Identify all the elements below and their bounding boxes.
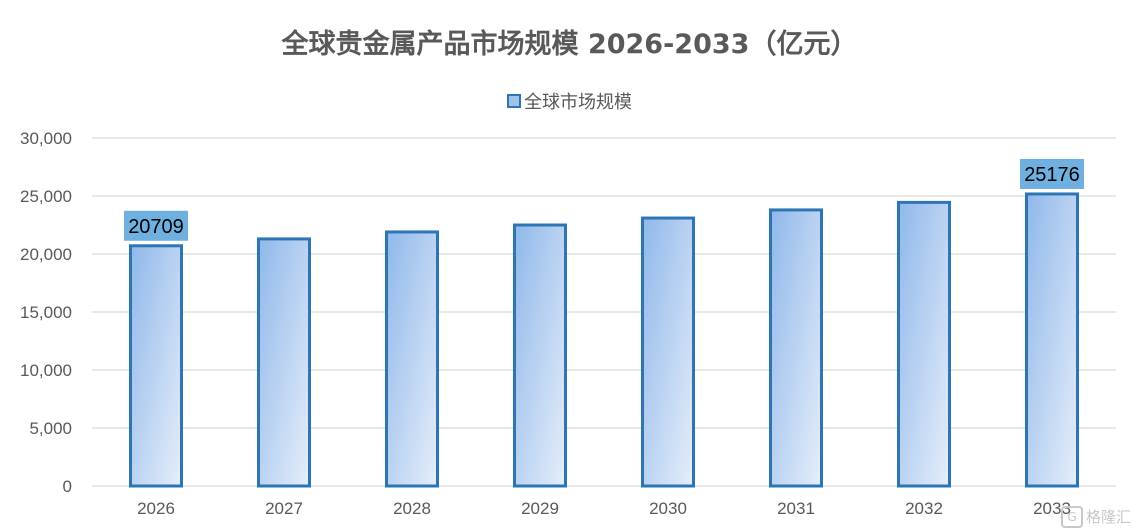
data-labels: 20709 25176: [124, 158, 1084, 241]
bar-2027: [257, 237, 311, 488]
bar-2029: [513, 223, 567, 488]
watermark-text: 格隆汇: [1085, 507, 1131, 526]
x-tick-label: 2032: [905, 499, 943, 518]
y-tick-label: 10,000: [20, 361, 72, 380]
legend-swatch: [507, 94, 521, 108]
bar-2030: [641, 216, 695, 488]
x-tick-label: 2027: [265, 499, 303, 518]
x-tick-label: 2029: [521, 499, 559, 518]
bar-2026: [129, 244, 183, 488]
bar-2028: [385, 230, 439, 488]
y-axis-ticks: 0 5,000 10,000 15,000 20,000 25,000 30,000: [20, 129, 72, 496]
y-tick-label: 0: [63, 477, 72, 496]
x-tick-label: 2031: [777, 499, 815, 518]
x-tick-label: 2028: [393, 499, 431, 518]
bar-2032: [897, 200, 951, 488]
chart-title: 全球贵金属产品市场规模 2026-2033（亿元）: [281, 29, 858, 60]
data-label: 20709: [128, 216, 184, 238]
watermark: G 格隆汇: [1060, 506, 1131, 528]
data-label-box: [1020, 158, 1084, 189]
legend-label: 全球市场规模: [524, 92, 632, 113]
grid-lines: [92, 137, 1116, 487]
y-tick-label: 20,000: [20, 245, 72, 264]
x-tick-label: 2026: [137, 499, 175, 518]
x-axis-ticks: 2026 2027 2028 2029 2030 2031 2032 2033: [137, 499, 1071, 518]
y-tick-label: 30,000: [20, 129, 72, 148]
data-label: 25176: [1024, 164, 1080, 186]
bar-2031: [769, 208, 823, 488]
watermark-logo-icon: G: [1060, 506, 1083, 528]
y-tick-label: 5,000: [29, 419, 72, 438]
x-tick-label: 2030: [649, 499, 687, 518]
data-label-box: [124, 210, 188, 241]
bars: [129, 192, 1079, 488]
chart-legend: 全球市场规模: [0, 88, 1139, 114]
y-tick-label: 25,000: [20, 187, 72, 206]
bar-2033: [1025, 192, 1079, 488]
y-tick-label: 15,000: [20, 303, 72, 322]
